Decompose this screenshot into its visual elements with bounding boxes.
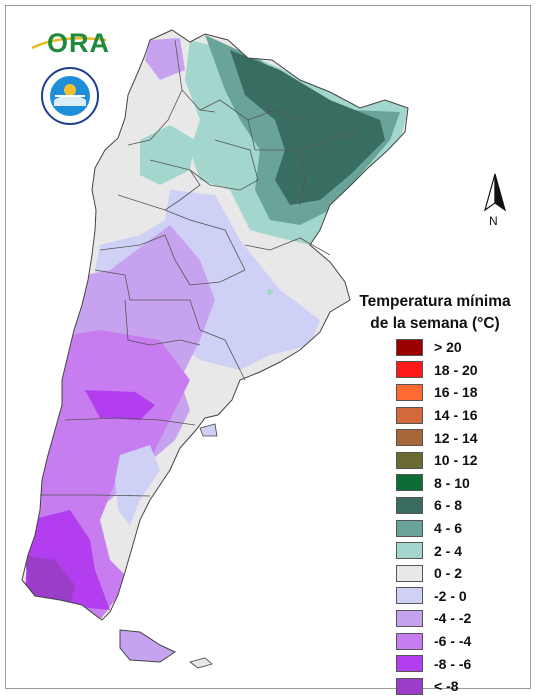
legend-label: 14 - 16 bbox=[434, 407, 478, 424]
legend-swatch bbox=[396, 361, 423, 379]
legend-swatch bbox=[396, 632, 423, 650]
legend-item: -4 - -2 bbox=[396, 607, 478, 630]
legend-swatch bbox=[396, 338, 423, 356]
ora-logo-swoosh-icon bbox=[31, 36, 107, 50]
legend-swatch bbox=[396, 587, 423, 605]
legend-label: -8 - -6 bbox=[434, 655, 472, 672]
legend-swatch bbox=[396, 383, 423, 401]
legend-label: 12 - 14 bbox=[434, 429, 478, 446]
legend-item: 8 - 10 bbox=[396, 472, 478, 495]
legend-label: 8 - 10 bbox=[434, 474, 470, 491]
legend-swatch bbox=[396, 474, 423, 492]
legend-item: > 20 bbox=[396, 336, 478, 359]
province-borders bbox=[21, 29, 409, 621]
legend-item: 18 - 20 bbox=[396, 359, 478, 382]
legend-label: > 20 bbox=[434, 339, 462, 356]
legend-label: 18 - 20 bbox=[434, 361, 478, 378]
legend-title-line1: Temperatura mínima bbox=[359, 293, 511, 310]
legend-swatch bbox=[396, 496, 423, 514]
legend-title-line2: de la semana (°C) bbox=[370, 315, 500, 332]
legend-swatch bbox=[396, 451, 423, 469]
legend-item: 4 - 6 bbox=[396, 517, 478, 540]
zone-minus2-0-south bbox=[115, 445, 160, 525]
legend-item: 12 - 14 bbox=[396, 426, 478, 449]
tierra-del-fuego bbox=[119, 255, 273, 669]
legend-swatch bbox=[396, 429, 423, 447]
legend-item: -8 - -6 bbox=[396, 652, 478, 675]
legend-label: 10 - 12 bbox=[434, 452, 478, 469]
zone-below-minus8 bbox=[25, 555, 75, 605]
legend-item: 6 - 8 bbox=[396, 494, 478, 517]
legend-item: 16 - 18 bbox=[396, 381, 478, 404]
legend-label: 2 - 4 bbox=[434, 542, 463, 559]
legend-swatch bbox=[396, 406, 423, 424]
zone-2-4-west bbox=[140, 125, 195, 185]
legend-label: -6 - -4 bbox=[434, 633, 472, 650]
zone-minus4-minus2-north bbox=[145, 38, 185, 80]
legend-label: 16 - 18 bbox=[434, 384, 478, 401]
legend-title: Temperatura mínima de la semana (°C) bbox=[340, 291, 530, 335]
legend-item: 14 - 16 bbox=[396, 404, 478, 427]
legend-swatch bbox=[396, 655, 423, 673]
legend-item: 2 - 4 bbox=[396, 539, 478, 562]
ora-logo: ORA bbox=[47, 28, 110, 58]
legend-item: 10 - 12 bbox=[396, 449, 478, 472]
legend-label: 4 - 6 bbox=[434, 520, 463, 537]
legend-label: 6 - 8 bbox=[434, 497, 463, 514]
legend: > 20 18 - 20 16 - 18 14 - 16 12 - 14 10 - 12 8… bbox=[396, 336, 478, 698]
legend-label: < -8 bbox=[434, 678, 459, 695]
legend-item: 0 - 2 bbox=[396, 562, 478, 585]
legend-item: -2 - 0 bbox=[396, 585, 478, 608]
legend-swatch bbox=[396, 519, 423, 537]
legend-item: -6 - -4 bbox=[396, 630, 478, 653]
legend-swatch bbox=[396, 564, 423, 582]
north-label: N bbox=[489, 214, 498, 228]
legend-label: -4 - -2 bbox=[434, 610, 472, 627]
zone-6-8 bbox=[230, 50, 385, 205]
legend-label: 0 - 2 bbox=[434, 565, 463, 582]
zone-minus8-minus6-a bbox=[85, 390, 155, 420]
legend-label: -2 - 0 bbox=[434, 587, 467, 604]
legend-swatch bbox=[396, 677, 423, 695]
smn-seal-icon bbox=[41, 67, 99, 125]
legend-item: < -8 bbox=[396, 675, 478, 698]
legend-swatch bbox=[396, 609, 423, 627]
legend-swatch bbox=[396, 542, 423, 560]
north-arrow-icon bbox=[483, 173, 507, 212]
